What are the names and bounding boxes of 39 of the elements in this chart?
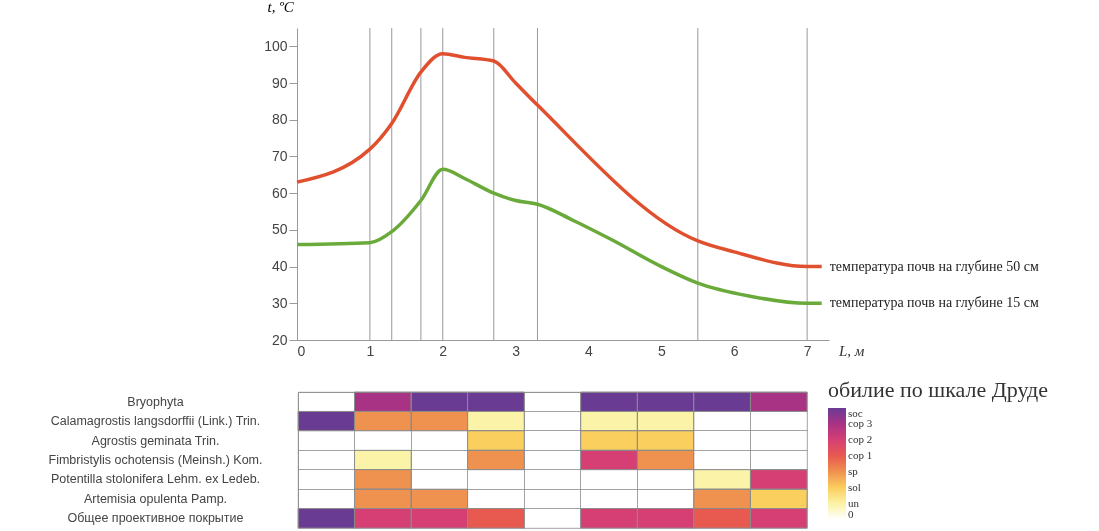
y-axis-title: t, ºC [267,0,295,15]
y-tick-label: 20 [271,331,288,348]
y-tick-label: 70 [271,147,288,164]
color-bar-label: soc [848,407,863,419]
y-tick-label: Calamagrostis langsdorffii (Link.) Trin. [50,414,261,429]
y-tick-label: 40 [271,258,288,275]
color-bar-label: 0 [848,508,854,520]
y-tick-label: 30 [271,294,288,311]
color-bar-label: sol [848,481,861,493]
y-tick-label: Fimbristylis ochotensis (Meinsh.) Kom. [48,453,263,467]
y-tick-label: Bryophyta [127,394,184,409]
y-tick-label: 90 [271,74,288,91]
x-tick-label: 6 [730,342,739,359]
y-tick-label: Potentilla stolonifera Lehm. ex Ledeb. [50,472,261,487]
color-bar-label: cop 3 [848,417,873,429]
color-bar-label: cop 1 [848,449,873,461]
y-tick-label: 50 [271,221,288,238]
x-tick-label: 3 [512,342,521,359]
y-tick-label: 60 [271,184,288,201]
y-tick-label: Artemisia opulenta Pamp. [83,491,228,506]
color-bar-label: un [848,497,860,509]
y-tick-label: 80 [271,111,288,128]
y-tick-label: Общее проективное покрытие [67,511,244,526]
line-series [295,51,824,269]
y-tick-label: 100 [264,37,288,54]
x-axis-title: L, м [838,343,865,359]
x-tick-label: 1 [366,342,375,359]
x-tick-label: 7 [803,342,812,359]
color-bar-label: cop 2 [848,433,873,445]
x-tick-label: 4 [585,342,594,359]
x-tick-label: 2 [439,342,448,359]
line-series [295,167,824,306]
series-label: температура почв на глубине 50 см [829,258,1039,274]
y-tick-label: Agrostis geminata Trin. [91,433,220,448]
x-tick-label: 0 [297,342,306,359]
legend-title: обилие по шкале Друде [828,377,1049,402]
color-bar-label: sp [848,465,859,477]
x-tick-label: 5 [657,342,666,359]
series-label: температура почв на глубине 15 см [829,295,1039,311]
